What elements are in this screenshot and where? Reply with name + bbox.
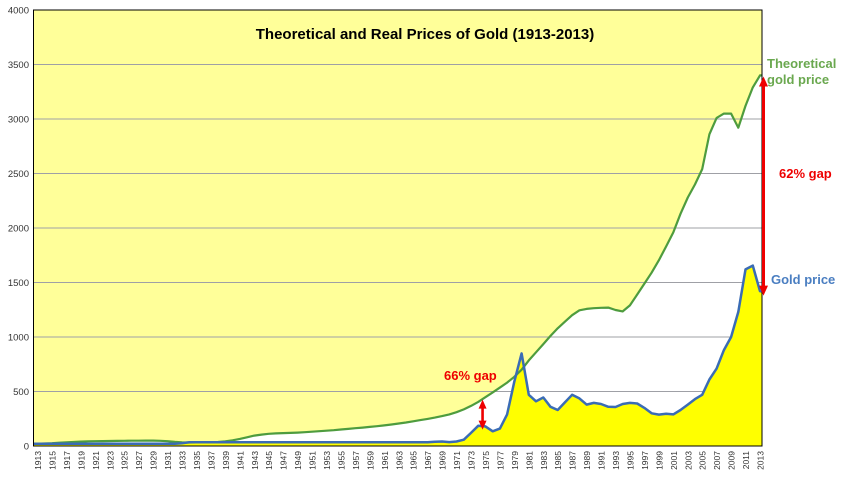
x-axis-label: 2013 — [756, 451, 766, 470]
x-axis-label: 1933 — [178, 451, 188, 470]
x-axis-label: 2001 — [669, 451, 679, 470]
x-axis-label: 1917 — [62, 451, 72, 470]
x-axis-label: 1947 — [279, 451, 289, 470]
gap-62-annotation: 62% gap — [779, 166, 832, 181]
theoretical-series-label: Theoretical gold price — [767, 56, 837, 87]
y-axis-label: 2000 — [8, 224, 29, 235]
x-axis-label: 2009 — [727, 451, 737, 470]
x-axis-label: 1935 — [192, 451, 202, 470]
x-axis-label: 1927 — [134, 451, 144, 470]
x-axis-label: 1997 — [640, 451, 650, 470]
x-axis-label: 1961 — [380, 451, 390, 470]
x-axis-label: 1959 — [365, 451, 375, 470]
x-axis-label: 1965 — [409, 451, 419, 470]
x-axis-label: 1919 — [76, 451, 86, 470]
x-axis-label: 2005 — [698, 451, 708, 470]
x-axis-label: 1953 — [322, 451, 332, 470]
y-axis-label: 500 — [13, 387, 29, 398]
gold-price-area — [33, 265, 762, 446]
x-axis-label: 1939 — [221, 451, 231, 470]
x-axis-label: 1951 — [308, 451, 318, 470]
y-axis-label: 3000 — [8, 115, 29, 126]
x-axis-label: 1945 — [264, 451, 274, 470]
x-axis-label: 1993 — [611, 451, 621, 470]
x-axis-label: 2007 — [712, 451, 722, 470]
x-axis-label: 1923 — [105, 451, 115, 470]
x-axis-label: 1983 — [539, 451, 549, 470]
chart-title: Theoretical and Real Prices of Gold (191… — [255, 26, 595, 43]
y-axis-label: 1000 — [8, 333, 29, 344]
x-axis-label: 2011 — [741, 451, 751, 470]
x-axis-label: 1955 — [336, 451, 346, 470]
gold-price-series-label: Gold price — [771, 272, 836, 287]
x-axis-label: 1915 — [47, 451, 57, 470]
gap-66-annotation: 66% gap — [444, 368, 497, 383]
theoretical-area — [33, 75, 762, 447]
x-axis-label: 1995 — [625, 451, 635, 470]
y-axis-label: 1500 — [8, 278, 29, 289]
x-axis-label: 1999 — [654, 451, 664, 470]
x-axis-label: 1975 — [481, 451, 491, 470]
y-axis-label: 4000 — [8, 6, 29, 17]
gap-62-arrow-head-down — [759, 285, 768, 296]
x-axis-label: 1941 — [235, 451, 245, 470]
x-axis-label: 1943 — [250, 451, 260, 470]
x-axis-label: 1987 — [568, 451, 578, 470]
x-axis-label: 1981 — [524, 451, 534, 470]
gap-62-arrow-head-up — [759, 76, 768, 87]
x-axis-label: 1957 — [351, 451, 361, 470]
x-axis-label: 1989 — [582, 451, 592, 470]
x-axis-label: 1949 — [293, 451, 303, 470]
x-axis-label: 1921 — [91, 451, 101, 470]
x-axis-label: 1973 — [467, 451, 477, 470]
theoretical-line — [33, 74, 762, 445]
x-axis-label: 1937 — [206, 451, 216, 470]
y-axis-label: 3500 — [8, 60, 29, 71]
y-axis-label: 0 — [24, 442, 29, 453]
x-axis-label: 1971 — [452, 451, 462, 470]
x-axis-label: 1913 — [33, 451, 43, 470]
x-axis-label: 1925 — [120, 451, 130, 470]
x-axis-label: 1967 — [423, 451, 433, 470]
x-axis-label: 1969 — [438, 451, 448, 470]
x-axis-label: 1979 — [510, 451, 520, 470]
x-axis-label: 2003 — [683, 451, 693, 470]
x-axis-label: 1977 — [495, 451, 505, 470]
gap-66-arrow-head-down — [478, 420, 487, 430]
x-axis-label: 1985 — [553, 451, 563, 470]
x-axis-label: 1963 — [394, 451, 404, 470]
y-axis-label: 2500 — [8, 169, 29, 180]
gap-66-arrow-head-up — [478, 399, 487, 409]
x-axis-label: 1931 — [163, 451, 173, 470]
x-axis-label: 1929 — [149, 451, 159, 470]
gold-price-line — [33, 264, 762, 445]
x-axis-label: 1991 — [597, 451, 607, 470]
